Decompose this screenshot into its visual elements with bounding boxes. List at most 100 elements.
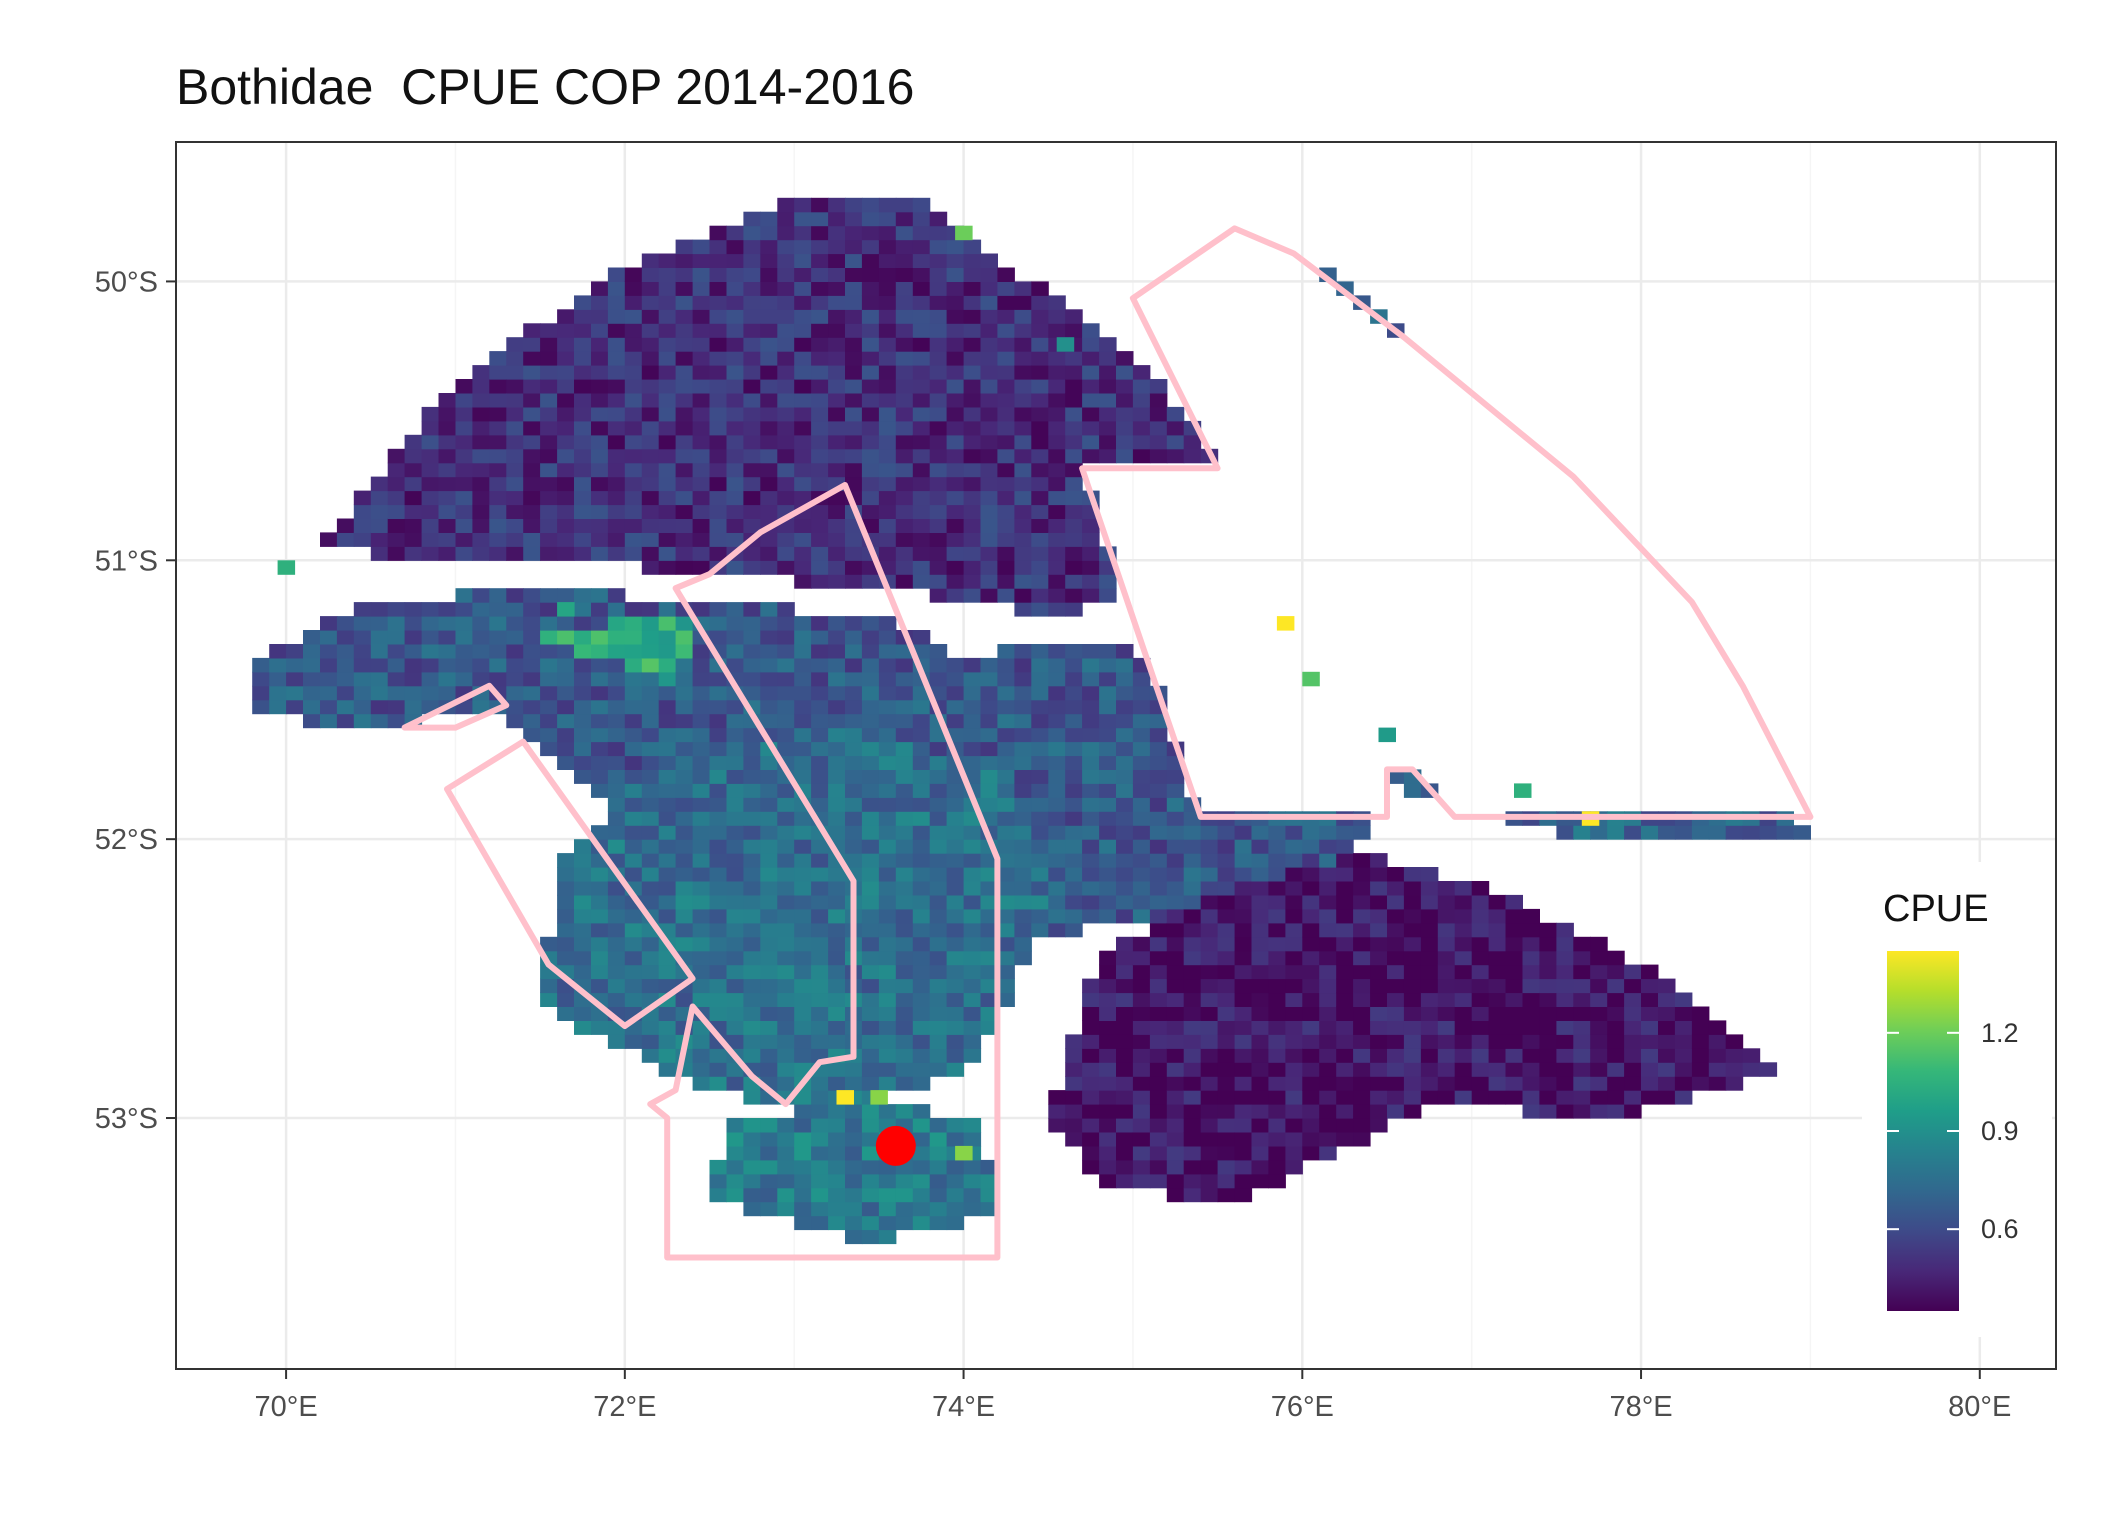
legend-title: CPUE (1883, 888, 1989, 930)
heatmap-cell (624, 811, 643, 826)
heatmap-cell (760, 448, 778, 464)
heatmap-cell (878, 811, 897, 826)
heatmap-cell (641, 727, 660, 743)
heatmap-cell (591, 964, 609, 980)
heatmap-cell (387, 630, 406, 645)
heatmap-cell (591, 337, 609, 352)
heatmap-cell (929, 1020, 948, 1035)
heatmap-cell (658, 560, 677, 575)
heatmap-cell (607, 992, 626, 1007)
heatmap-cell (811, 908, 829, 924)
heatmap-cell (1082, 685, 1100, 701)
heatmap-cell (692, 936, 711, 952)
heatmap-cell (878, 825, 897, 840)
heatmap-cell (1132, 1118, 1151, 1133)
heatmap-cell (929, 769, 948, 784)
heatmap-cell (929, 532, 948, 547)
heatmap-cell (963, 922, 982, 938)
heatmap-cell (760, 881, 778, 896)
heatmap-cell (1387, 1034, 1405, 1049)
heatmap-cell (1031, 769, 1049, 784)
heatmap-cell (540, 532, 558, 547)
heatmap-cell (1014, 727, 1032, 743)
heatmap-cell (811, 783, 829, 798)
heatmap-cell (1454, 1048, 1473, 1063)
heatmap-cell (1099, 406, 1117, 422)
heatmap-cell (438, 462, 456, 478)
heatmap-cell (506, 518, 524, 533)
heatmap-cell (1691, 1048, 1710, 1063)
heatmap-cell (1454, 922, 1473, 938)
heatmap-cell (895, 867, 914, 882)
heatmap-cell (1166, 1006, 1185, 1021)
heatmap-cell (591, 434, 609, 450)
heatmap-cell (963, 657, 982, 673)
heatmap-cell (709, 504, 727, 519)
heatmap-cell (692, 462, 711, 478)
heatmap-cell (980, 1006, 998, 1021)
heatmap-cell (658, 755, 677, 770)
heatmap-cell (540, 685, 558, 701)
heatmap-cell (658, 1062, 677, 1077)
heatmap-cell (878, 671, 897, 687)
heatmap-cell (1556, 1020, 1574, 1035)
heatmap-cell (1031, 476, 1049, 492)
heatmap-cell (912, 1062, 931, 1077)
heatmap-cell (861, 365, 880, 380)
heatmap-cell (523, 588, 541, 603)
heatmap-cell (726, 644, 744, 659)
heatmap-cell (777, 406, 795, 422)
heatmap-cell (709, 379, 727, 394)
heatmap-cell (1251, 992, 1269, 1007)
heatmap-cell (1556, 936, 1574, 952)
heatmap-cell (1200, 978, 1219, 994)
heatmap-cell (794, 323, 812, 338)
heatmap-cell (1336, 894, 1354, 910)
heatmap-cell (794, 657, 812, 673)
heatmap-cell (1624, 1006, 1642, 1021)
heatmap-cell (1437, 936, 1456, 952)
heatmap-cell (1166, 1132, 1185, 1147)
heatmap-cell (1014, 323, 1032, 338)
heatmap-cell (743, 406, 761, 422)
heatmap-cell (845, 393, 863, 408)
heatmap-cell (1099, 825, 1117, 840)
heatmap-cell (760, 323, 778, 338)
heatmap-cell (506, 434, 524, 450)
heatmap-cell (980, 295, 998, 310)
heatmap-cell (1641, 1006, 1659, 1021)
heatmap-cell (709, 671, 727, 687)
heatmap-cell (658, 1048, 677, 1063)
heatmap-cell (658, 351, 677, 366)
heatmap-cell (912, 922, 931, 938)
heatmap-cell (1285, 1132, 1303, 1147)
heatmap-cell (946, 532, 965, 547)
heatmap-cell (946, 448, 965, 464)
heatmap-cell (1488, 908, 1507, 924)
heatmap-cell (1065, 393, 1083, 408)
heatmap-cell (1183, 936, 1202, 952)
heatmap-cell (269, 671, 287, 687)
heatmap-cell (1353, 950, 1371, 966)
heatmap-cell (963, 1132, 982, 1147)
heatmap-cells (252, 197, 1811, 1245)
heatmap-cell (1065, 867, 1083, 882)
heatmap-cell (1116, 713, 1134, 729)
heatmap-cell (980, 476, 998, 492)
heatmap-cell (980, 741, 998, 757)
heatmap-cell (1387, 1020, 1405, 1035)
heatmap-cell (811, 406, 829, 422)
heatmap-cell (760, 964, 778, 980)
heatmap-cell (658, 434, 677, 450)
heatmap-cell (1099, 1159, 1117, 1175)
heatmap-cell (1082, 867, 1100, 882)
heatmap-cell (1149, 811, 1168, 826)
heatmap-cell (895, 1020, 914, 1035)
heatmap-cell (1387, 908, 1405, 924)
heatmap-cell (726, 504, 744, 519)
heatmap-cell (540, 936, 558, 952)
heatmap-cell (1217, 1187, 1236, 1203)
heatmap-cell (811, 755, 829, 770)
heatmap-cell (726, 1118, 744, 1133)
heatmap-cell (1607, 1006, 1625, 1021)
